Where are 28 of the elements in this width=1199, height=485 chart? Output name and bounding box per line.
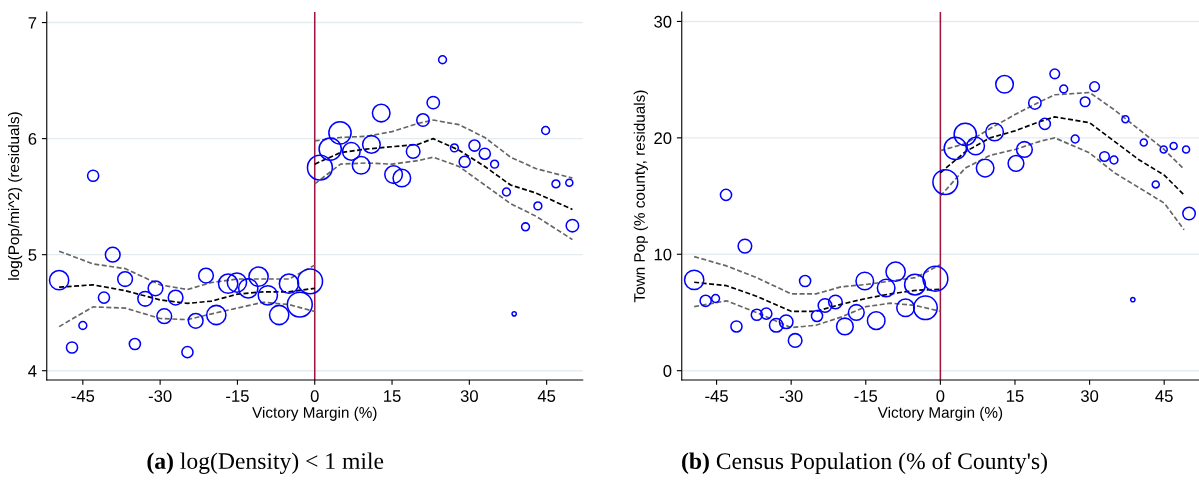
y-tick-label: 10	[654, 248, 672, 261]
x-tick-label: 15	[1006, 390, 1024, 402]
x-tick-label: -15	[854, 390, 878, 402]
y-tick-label: 20	[654, 132, 672, 145]
x-tick-label: 0	[310, 390, 319, 402]
x-tick-label: 30	[460, 390, 478, 402]
y-tick-label: 7	[28, 17, 37, 29]
x-tick-label: 45	[1155, 390, 1173, 402]
x-axis-title: Victory Margin (%)	[252, 406, 377, 421]
x-tick-label: -30	[148, 390, 172, 402]
y-tick-label: 0	[663, 365, 672, 377]
x-tick-label: -45	[71, 390, 95, 402]
text: (a) log(Density) < 1 mile	[147, 452, 384, 474]
text: (b) Census Population (% of County's)	[682, 452, 1047, 475]
y-tick-label: 6	[28, 133, 37, 145]
y-tick-label: 4	[28, 365, 37, 377]
y-axis-title: log(Pop/mi^2) (residuals)	[7, 112, 23, 280]
x-tick-label: 45	[537, 390, 556, 402]
x-tick-label: 0	[936, 390, 945, 402]
y-tick-label: 5	[28, 249, 37, 261]
x-tick-label: -45	[705, 390, 728, 402]
x-axis-title: Victory Margin (%)	[877, 406, 1003, 421]
x-tick-label: 15	[384, 390, 401, 402]
x-tick-label: -30	[779, 390, 803, 402]
y-tick-label: 30	[654, 15, 672, 28]
x-tick-label: -15	[226, 390, 249, 402]
y-axis-title: Town Pop (% county, residuals)	[633, 90, 648, 303]
x-tick-label: 30	[1080, 390, 1099, 402]
